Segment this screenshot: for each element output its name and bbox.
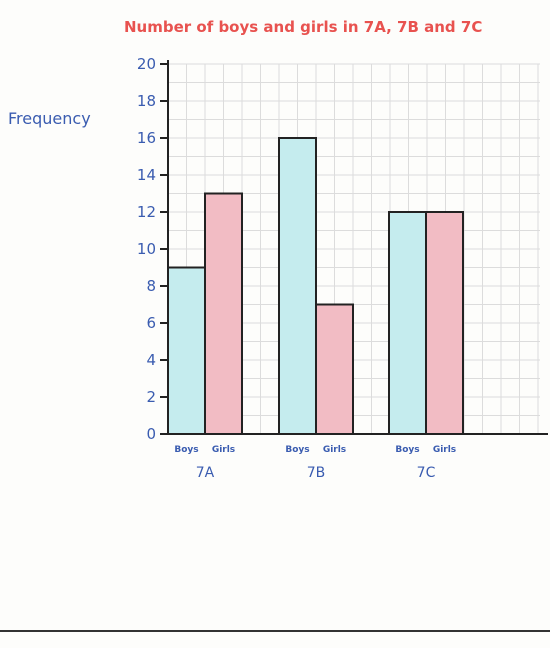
- group-sub-label: Boys: [395, 445, 419, 455]
- y-tick-label: 10: [137, 240, 156, 258]
- y-tick-label: 20: [137, 55, 156, 73]
- y-tick-label: 14: [137, 166, 156, 184]
- y-tick-label: 0: [146, 425, 156, 443]
- category-label: 7B: [307, 465, 326, 481]
- category-label: 7A: [196, 465, 215, 481]
- group-sub-label: Girls: [212, 445, 235, 455]
- group-sub-label: Boys: [174, 445, 198, 455]
- y-tick-label: 12: [137, 203, 156, 221]
- bars: [167, 137, 464, 435]
- y-tick-label: 6: [146, 314, 156, 332]
- bar-boys-7a: [167, 266, 206, 435]
- y-tick-label: 16: [137, 129, 156, 147]
- group-sub-label: Girls: [433, 445, 456, 455]
- axes: [160, 60, 548, 435]
- y-tick-label: 8: [146, 277, 156, 295]
- bar-girls-7b: [315, 303, 354, 435]
- bar-girls-7a: [204, 192, 243, 435]
- y-tick-label: 4: [146, 351, 156, 369]
- y-tick-label: 18: [137, 92, 156, 110]
- bar-boys-7b: [278, 137, 317, 435]
- bar-girls-7c: [425, 211, 464, 435]
- y-axis-label: Frequency: [8, 109, 91, 128]
- labels: 0 2 4 6 8 10 12 14 16 18 20 Boys Girls 7A Boys Girls 7B B…: [137, 55, 456, 481]
- bar-boys-7c: [388, 211, 427, 435]
- category-label: 7C: [417, 465, 436, 481]
- y-tick-label: 2: [146, 388, 156, 406]
- chart-title: Number of boys and girls in 7A, 7B and 7…: [124, 18, 482, 36]
- group-sub-label: Girls: [323, 445, 346, 455]
- group-sub-label: Boys: [285, 445, 309, 455]
